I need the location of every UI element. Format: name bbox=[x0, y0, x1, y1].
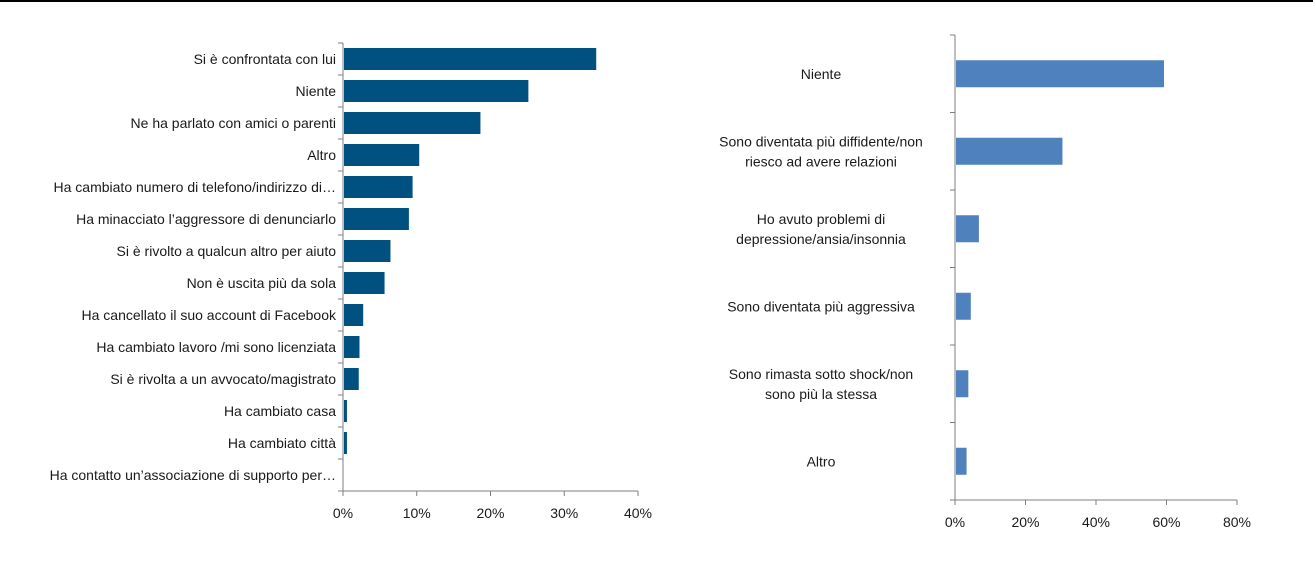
bar bbox=[344, 176, 413, 198]
category-label: Sono diventata più diffidente/non bbox=[719, 133, 923, 149]
bar bbox=[344, 304, 364, 326]
category-label: Ho avuto problemi di bbox=[757, 211, 885, 227]
category-label: Ha cancellato il suo account di Facebook bbox=[82, 307, 337, 323]
x-tick-label: 20% bbox=[476, 505, 504, 521]
category-label: depressione/ansia/insonnia bbox=[736, 231, 906, 247]
x-tick-label: 10% bbox=[403, 505, 431, 521]
x-tick-label: 60% bbox=[1152, 514, 1180, 530]
bar bbox=[344, 80, 529, 102]
category-label: Ha cambiato casa bbox=[224, 403, 336, 419]
category-label: Altro bbox=[807, 453, 836, 469]
category-label: Non è uscita più da sola bbox=[187, 275, 337, 291]
x-tick-label: 40% bbox=[1082, 514, 1110, 530]
bar bbox=[344, 112, 481, 134]
category-label: riesco ad avere relazioni bbox=[745, 153, 897, 169]
category-label: Si è confrontata con lui bbox=[194, 51, 336, 67]
bar bbox=[956, 215, 979, 243]
left-bar-chart: 0% 10% 20% 30% 40% Si è confrontata con lui Ni… bbox=[50, 42, 652, 521]
category-label: Ha contatto un’associazione di supporto … bbox=[50, 467, 336, 483]
category-label: Sono rimasta sotto shock/non bbox=[729, 366, 913, 382]
category-label: Si è rivolta a un avvocato/magistrato bbox=[110, 371, 336, 387]
bar bbox=[344, 208, 409, 230]
category-label: Ha cambiato numero di telefono/indirizzo… bbox=[54, 179, 336, 195]
bar bbox=[956, 292, 971, 320]
bar bbox=[344, 336, 360, 358]
x-tick-label: 0% bbox=[945, 514, 965, 530]
top-rule bbox=[0, 0, 1313, 2]
x-tick-label: 30% bbox=[550, 505, 578, 521]
bar bbox=[344, 144, 420, 166]
category-label: Niente bbox=[801, 66, 842, 82]
bar bbox=[344, 400, 347, 422]
category-label: Ne ha parlato con amici o parenti bbox=[131, 115, 336, 131]
x-tick-label: 80% bbox=[1223, 514, 1251, 530]
category-label: Niente bbox=[296, 83, 337, 99]
bar bbox=[344, 240, 391, 262]
category-label: Ha cambiato città bbox=[228, 435, 336, 451]
bar bbox=[956, 447, 967, 475]
bar bbox=[956, 137, 1063, 165]
x-tick-label: 20% bbox=[1011, 514, 1039, 530]
category-label: Si è rivolto a qualcun altro per aiuto bbox=[117, 243, 337, 259]
bar bbox=[956, 60, 1164, 88]
category-label: Altro bbox=[307, 147, 336, 163]
x-tick-label: 40% bbox=[624, 505, 652, 521]
bar bbox=[344, 272, 385, 294]
bar bbox=[344, 368, 359, 390]
bar bbox=[956, 370, 969, 398]
category-label: Ha cambiato lavoro /mi sono licenziata bbox=[96, 339, 336, 355]
category-label: Ha minacciato l’aggressore di denunciarl… bbox=[76, 211, 336, 227]
category-label: sono più la stessa bbox=[765, 386, 877, 402]
x-tick-label: 0% bbox=[333, 505, 353, 521]
bar bbox=[344, 48, 597, 70]
bar bbox=[344, 432, 347, 454]
category-label: Sono diventata più aggressiva bbox=[727, 298, 915, 314]
